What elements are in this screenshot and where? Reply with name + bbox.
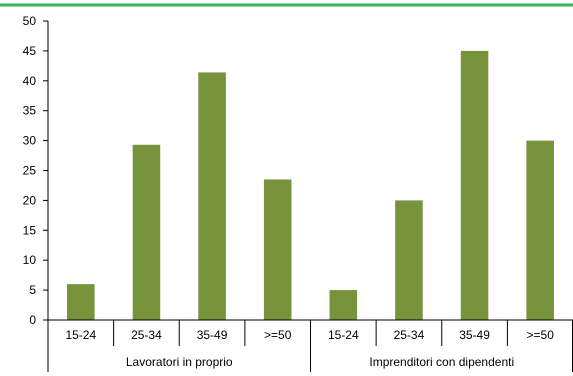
x-category-label: 25-34 — [394, 328, 425, 342]
y-tick-label: 0 — [29, 313, 36, 327]
bar — [67, 284, 95, 320]
bar — [263, 179, 292, 320]
bar — [132, 144, 161, 320]
y-tick-label: 50 — [23, 14, 37, 28]
x-category-label: 35-49 — [459, 328, 490, 342]
y-tick-label: 25 — [23, 164, 37, 178]
bar — [329, 290, 358, 320]
x-axis: 15-24 25-34 35-49 >=50 Lavoratori in proprio… — [47, 319, 573, 372]
x-category-label: 15-24 — [328, 328, 359, 342]
bars — [67, 50, 554, 321]
y-tick-label: 5 — [29, 283, 36, 297]
bar — [198, 72, 226, 320]
x-category-label: 35-49 — [197, 328, 228, 342]
y-tick-label: 40 — [23, 74, 37, 88]
x-group-label: Lavoratori in proprio — [126, 355, 233, 369]
bar — [526, 140, 554, 320]
x-category-label: >=50 — [527, 328, 555, 342]
bar — [460, 50, 489, 321]
y-tick-label: 10 — [23, 253, 37, 267]
y-axis: 0 5 10 15 20 25 30 35 40 45 50 — [23, 14, 49, 327]
y-tick-label: 45 — [23, 44, 37, 58]
x-category-label: 25-34 — [131, 328, 162, 342]
x-group-label: Imprenditori con dipendenti — [369, 355, 514, 369]
y-tick-label: 20 — [23, 193, 37, 207]
y-tick-label: 30 — [23, 134, 37, 148]
x-category-label: 15-24 — [65, 328, 96, 342]
x-category-label: >=50 — [264, 328, 292, 342]
bar — [395, 200, 423, 320]
y-tick-label: 15 — [23, 223, 37, 237]
y-tick-label: 35 — [23, 104, 37, 118]
